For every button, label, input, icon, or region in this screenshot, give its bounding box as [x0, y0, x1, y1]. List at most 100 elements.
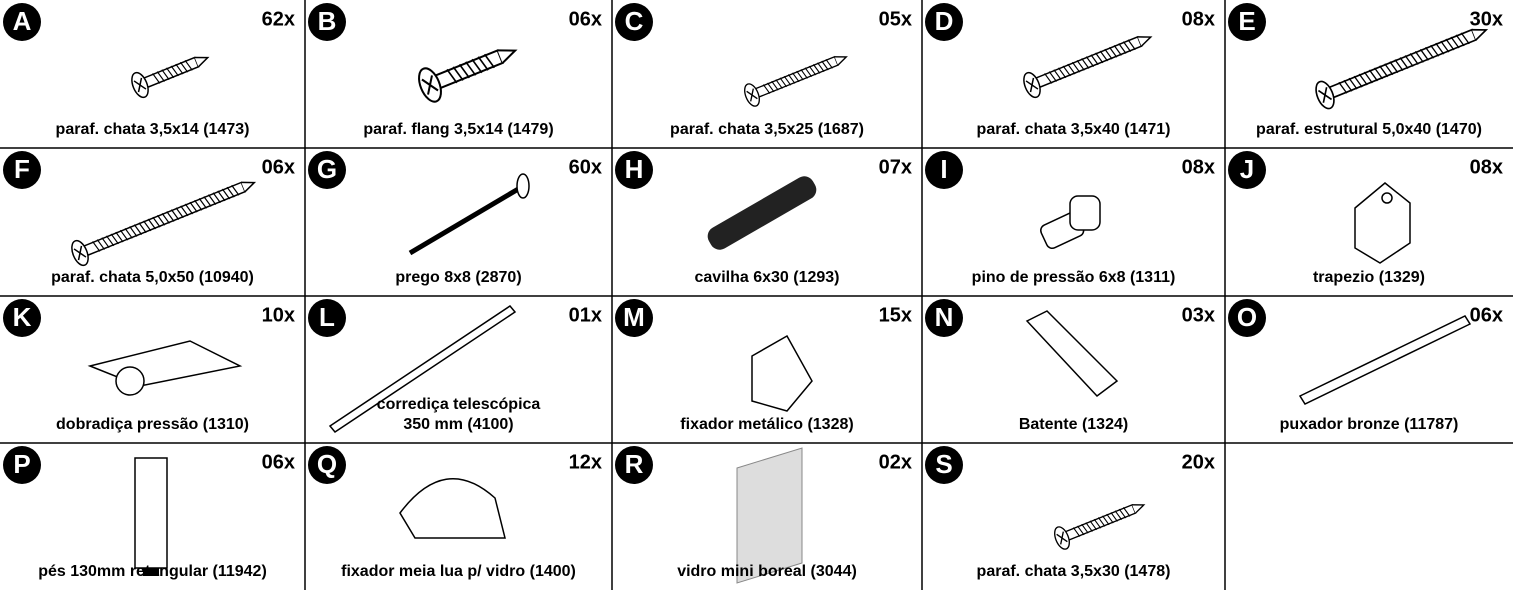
part-letter: R — [625, 449, 644, 479]
screw-cross — [1056, 531, 1068, 545]
screw-thread — [1338, 32, 1470, 94]
letter-badge — [308, 299, 346, 337]
letter-badge — [308, 151, 346, 189]
part-letter: N — [935, 302, 954, 332]
screw-thread — [762, 58, 833, 94]
plate-icon — [1025, 310, 1119, 398]
part-letter: A — [13, 6, 32, 36]
screw-icon — [1054, 503, 1146, 550]
screw-tip — [194, 56, 210, 68]
block-icon — [1354, 182, 1411, 264]
screw-cross — [746, 88, 758, 102]
bracket-icon — [751, 334, 813, 412]
part-letter: E — [1238, 6, 1255, 36]
screw-shank — [142, 56, 200, 89]
part-label: vidro mini boreal (3044) — [677, 563, 857, 580]
part-label: paraf. flang 3,5x14 (1479) — [363, 121, 553, 138]
part-letter: K — [13, 302, 32, 332]
letter-badge — [925, 151, 963, 189]
letter-badge — [615, 446, 653, 484]
part-label: 350 mm (4100) — [403, 416, 513, 433]
part-label: fixador meia lua p/ vidro (1400) — [341, 563, 576, 580]
part-label: corrediça telescópica — [377, 396, 541, 413]
part-letter: C — [625, 6, 644, 36]
screw-cross — [421, 75, 439, 95]
part-label: paraf. estrutural 5,0x40 (1470) — [1256, 121, 1482, 138]
quantity: 62x — [262, 8, 295, 30]
quantity: 30x — [1470, 8, 1503, 30]
quantity: 02x — [879, 451, 912, 473]
quantity: 07x — [879, 156, 912, 178]
quantity: 08x — [1182, 8, 1215, 30]
part-letter: P — [13, 449, 30, 479]
part-letter: S — [935, 449, 952, 479]
quantity: 15x — [879, 304, 912, 326]
letter-badge — [3, 151, 41, 189]
screw-tip — [1137, 36, 1153, 47]
nail-head — [516, 173, 530, 199]
part-label: fixador metálico (1328) — [680, 416, 853, 433]
screw-icon — [1315, 28, 1489, 110]
part-label: pino de pressão 6x8 (1311) — [972, 269, 1176, 286]
part-label: paraf. chata 3,5x25 (1687) — [670, 121, 864, 138]
letter-badge — [615, 299, 653, 337]
quantity: 06x — [569, 8, 602, 30]
part-label: pés 130mm retangular (11942) — [38, 563, 267, 580]
quantity: 20x — [1182, 451, 1215, 473]
part-label: paraf. chata 5,0x50 (10940) — [51, 269, 254, 286]
quantity: 10x — [262, 304, 295, 326]
screw-thread — [446, 53, 496, 84]
letter-badge — [615, 3, 653, 41]
part-label: paraf. chata 3,5x14 (1473) — [56, 121, 250, 138]
screw-cross — [73, 245, 87, 261]
leg-icon — [134, 457, 168, 569]
screw-cross — [1025, 77, 1039, 93]
quantity: 03x — [1182, 304, 1215, 326]
part-letter: M — [623, 302, 645, 332]
half-moon-icon — [399, 477, 506, 539]
letter-badge — [1228, 3, 1266, 41]
part-letter: F — [14, 154, 30, 184]
letter-badge — [308, 446, 346, 484]
screw-tip — [834, 56, 848, 66]
letter-badge — [3, 299, 41, 337]
part-letter: J — [1240, 154, 1254, 184]
quantity: 12x — [569, 451, 602, 473]
letter-badge — [3, 3, 41, 41]
screw-icon — [71, 181, 257, 267]
leg-foot — [143, 568, 159, 576]
part-label: cavilha 6x30 (1293) — [695, 269, 840, 286]
screw-thread — [1044, 39, 1136, 84]
screw-icon — [131, 56, 210, 99]
screw-thread — [152, 59, 193, 84]
quantity: 06x — [1470, 304, 1503, 326]
part-label: trapezio (1329) — [1313, 269, 1425, 286]
hinge-icon — [87, 340, 243, 387]
quantity: 60x — [569, 156, 602, 178]
part-letter: I — [940, 154, 947, 184]
quantity: 01x — [569, 304, 602, 326]
screw-icon — [418, 49, 518, 103]
screw-tip — [241, 181, 257, 193]
part-label: prego 8x8 (2870) — [395, 269, 521, 286]
quantity: 05x — [879, 8, 912, 30]
quantity: 06x — [262, 156, 295, 178]
pin-head — [1069, 195, 1101, 231]
part-letter: O — [1237, 302, 1257, 332]
rail-icon — [328, 305, 517, 433]
screw-cross — [1317, 87, 1333, 103]
part-label: paraf. chata 3,5x40 (1471) — [977, 121, 1171, 138]
quantity: 08x — [1182, 156, 1215, 178]
part-letter: Q — [317, 449, 337, 479]
hinge-cup — [115, 366, 145, 396]
block-hole — [1381, 192, 1393, 204]
part-label: Batente (1324) — [1019, 416, 1128, 433]
screw-cross — [133, 77, 147, 93]
part-letter: G — [317, 154, 337, 184]
glass-icon — [736, 447, 803, 584]
screw-tip — [497, 49, 518, 64]
letter-badge — [925, 299, 963, 337]
dowel-icon — [707, 176, 817, 250]
part-letter: D — [935, 6, 954, 36]
